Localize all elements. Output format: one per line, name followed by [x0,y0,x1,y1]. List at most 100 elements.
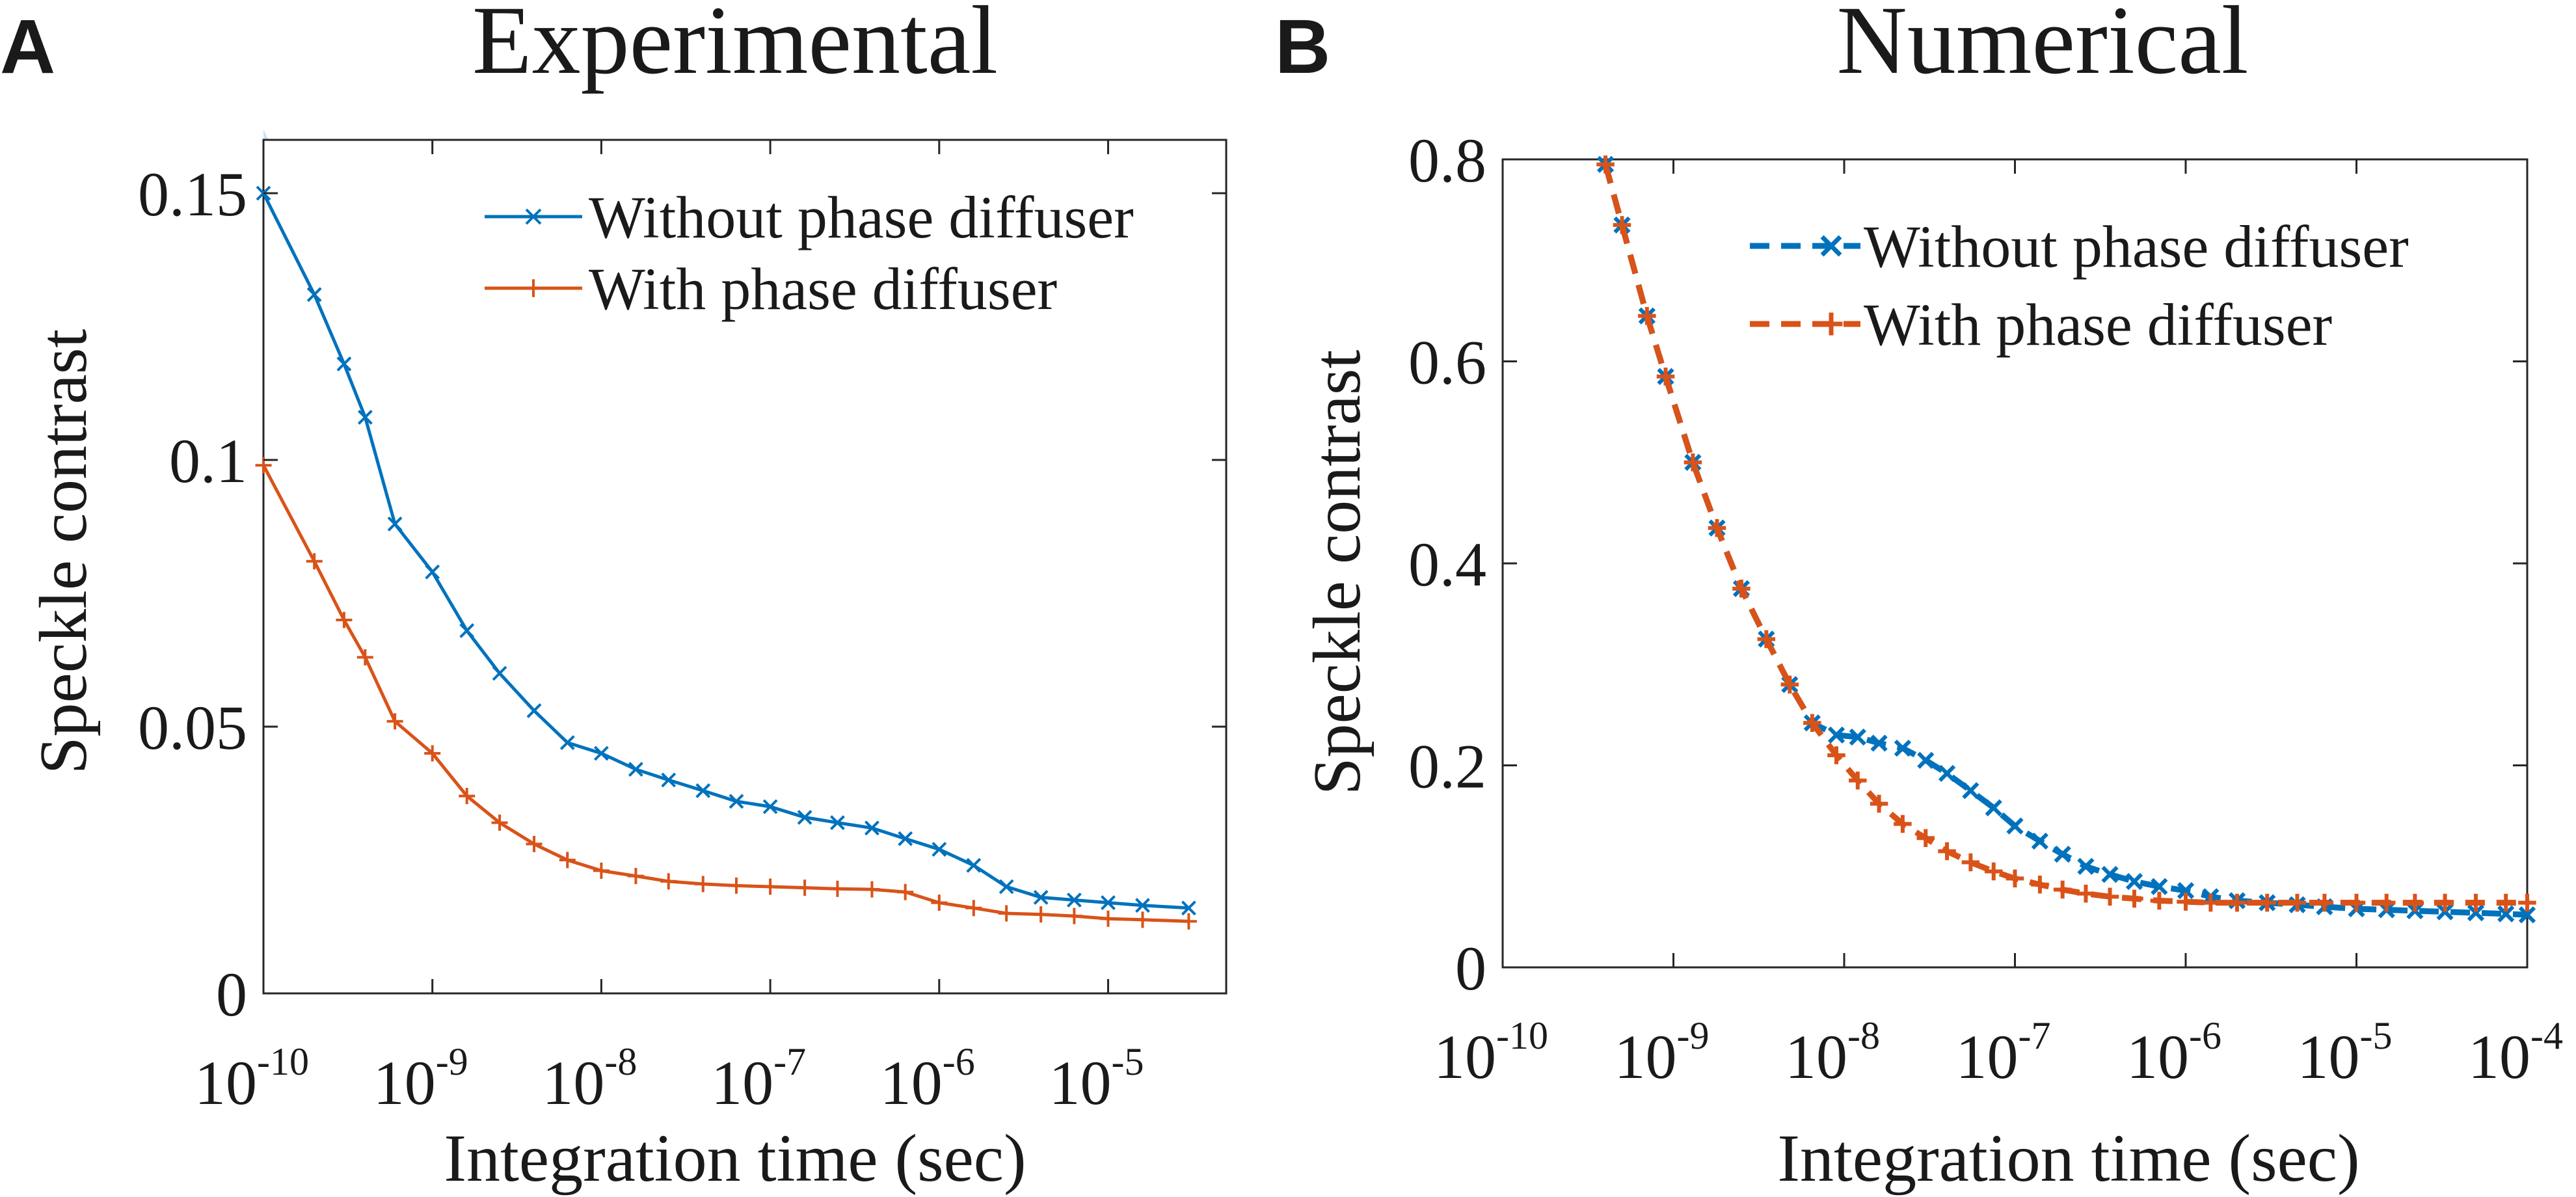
x-tick-label: 10-9 [373,1040,468,1118]
x-tick-label: 10-7 [1956,1014,2051,1092]
data-point-with [1984,862,2003,881]
data-point-with [593,862,610,879]
data-point-without [2077,857,2095,875]
data-point-without [830,815,845,831]
data-point-with [2150,891,2169,910]
data-point-with [356,649,373,666]
data-point-with [459,788,476,805]
data-point-with [2201,893,2220,912]
data-point-with [660,873,677,890]
chart-experimental: 0 0.05 0.1 0.15 10-10 10-9 10-8 10-7 10-6 10-5 I… [26,129,1228,1196]
legend-marker-without [525,208,542,225]
data-point-without [425,564,440,580]
data-point-without [2125,872,2143,891]
data-point-with [2315,893,2334,912]
legend-marker-with [1819,312,1843,336]
plot-area-frame [262,139,1228,995]
data-point-with [491,814,508,831]
x-tick-label: 10-7 [711,1040,806,1118]
series-line-with [262,464,1189,923]
data-point-with [1134,911,1151,928]
plot-area-frame [1501,158,2529,969]
y-axis-ticks: 0 0.2 0.4 0.6 0.8 [1408,126,2527,1003]
data-point-with [2518,893,2536,912]
data-point-with [1656,368,1675,386]
y-tick-label: 0.15 [138,159,247,229]
data-point-with [627,868,644,885]
y-tick-label: 0 [216,960,247,1029]
legend-label-with: With phase diffuser [589,256,1057,322]
legend-label-with: With phase diffuser [1864,291,2332,358]
data-point-with [2053,880,2072,899]
data-point-without [1181,900,1196,916]
data-point-with [1961,853,1980,872]
legend-marker-glyph [525,208,542,225]
data-point-without [492,666,507,681]
data-point-with [306,553,323,570]
plot-frame [262,139,1228,995]
data-point-with [2228,893,2246,912]
data-point-without [1066,893,1082,908]
data-point-without [1938,764,1956,783]
data-point-with [998,905,1015,922]
data-point-without [1894,739,1912,757]
x-tick-label: 10-10 [1434,1014,1548,1092]
legend: Without phase diffuser With phase diffus… [485,184,1134,322]
data-point-with [2258,893,2276,912]
data-point-with [2467,893,2485,912]
legend-marker-without [1820,235,1842,257]
x-tick-label: 10-10 [195,1040,309,1118]
data-point-with [386,713,403,730]
data-point-with [1870,794,1888,813]
x-tick-label: 10-8 [1785,1014,1880,1092]
series-layer [255,185,1197,930]
y-tick-label: 0.05 [138,693,247,762]
x-tick-label: 10-4 [2468,1014,2563,1092]
data-point-without [2054,845,2071,863]
y-tick-label: 0.6 [1408,328,1486,397]
legend-marker-with [524,279,543,297]
data-point-with [2006,869,2024,888]
y-tick-label: 0.4 [1408,530,1486,599]
y-tick-label: 0 [1455,934,1486,1003]
x-axis-label: Integration time (sec) [444,1121,1026,1196]
data-point-with [1780,675,1799,694]
data-point-with [2125,889,2143,908]
data-point-with [931,894,948,911]
legend-label-without: Without phase diffuser [1864,213,2409,280]
data-point-without [1827,726,1845,744]
data-point-without [526,703,542,718]
data-point-with [1613,216,1631,234]
data-point-with [1099,910,1116,927]
data-point-with [424,745,441,762]
data-point-without [999,879,1014,894]
data-point-without [336,356,352,371]
data-point-with [336,612,353,628]
data-point-without [593,746,609,761]
data-point-without [661,772,677,788]
y-tick-label: 0.1 [169,426,247,496]
data-point-with [2497,893,2515,912]
data-point-with [2076,884,2095,903]
plot-frame [1501,158,2529,969]
y-axis-label: Speckle contrast [26,329,101,775]
data-point-with [1638,306,1656,325]
legend-marker-glyph [1820,235,1842,257]
data-point-with [863,881,880,898]
data-point-with [526,835,543,852]
data-point-with [2347,893,2366,912]
data-point-with [1732,580,1751,598]
data-point-with [2377,893,2396,912]
data-point-without [2031,832,2048,850]
x-axis-ticks: 10-10 10-9 10-8 10-7 10-6 10-5 10-4 [1434,159,2563,1092]
data-point-with [2288,893,2307,912]
data-point-without [2151,878,2168,895]
series-line-without [262,192,1189,910]
data-point-without [2467,904,2485,922]
data-point-with [1916,829,1935,848]
data-point-with [559,852,576,868]
y-axis-label: Speckle contrast [1300,350,1375,796]
x-tick-label: 10-8 [542,1040,637,1118]
data-point-without [2006,817,2024,835]
legend: Without phase diffuser With phase diffus… [1750,213,2409,358]
